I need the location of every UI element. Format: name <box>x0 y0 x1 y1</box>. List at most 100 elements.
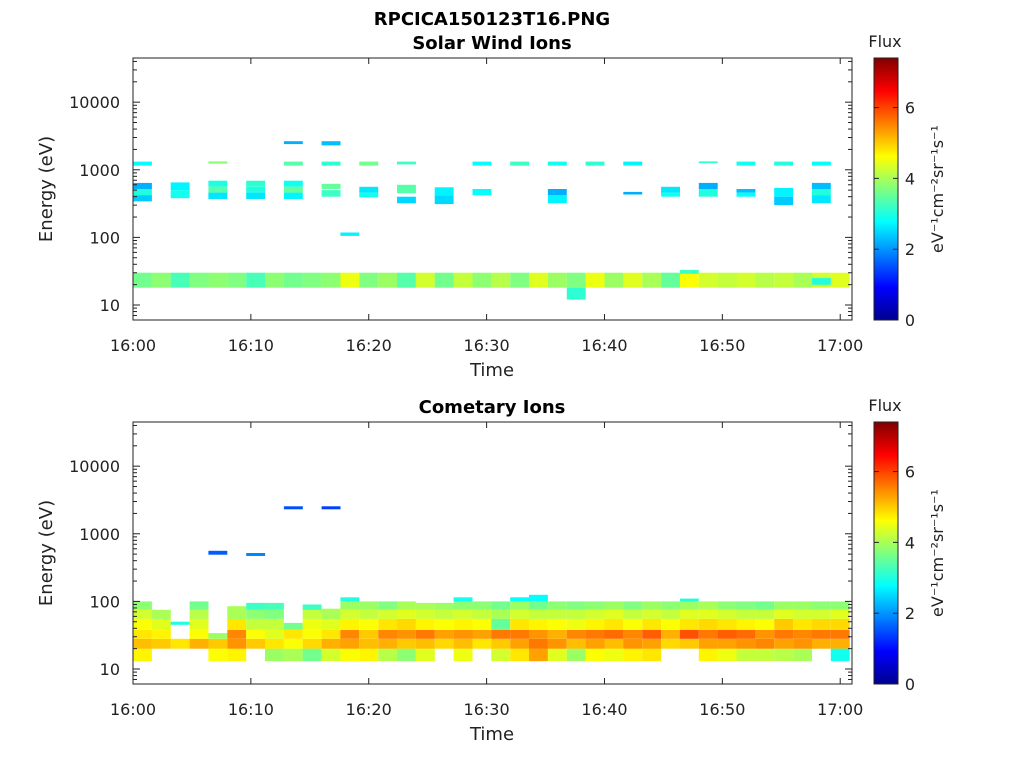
x-axis-label: Time <box>469 724 514 745</box>
heatmap-cell <box>340 232 360 236</box>
heatmap-cell <box>736 618 756 630</box>
heatmap-cell <box>661 186 680 193</box>
heatmap-cell <box>302 618 322 630</box>
heatmap-cell <box>547 189 567 196</box>
heatmap-cell <box>302 272 322 288</box>
heatmap-cell <box>340 272 360 288</box>
heatmap-cell <box>830 272 850 288</box>
colorbar-tick-label: 2 <box>905 240 915 259</box>
heatmap-cell <box>359 161 379 166</box>
heatmap-cell <box>510 648 530 662</box>
heatmap-cell <box>133 182 152 189</box>
heatmap-cell <box>265 618 284 630</box>
heatmap-cell <box>698 618 718 630</box>
heatmap-cell <box>340 609 360 619</box>
heatmap-cell <box>453 648 473 662</box>
heatmap-cell <box>585 648 605 662</box>
heatmap-cell <box>642 629 662 639</box>
heatmap-cell <box>208 272 228 288</box>
heatmap-cell <box>472 629 492 639</box>
heatmap-cell <box>434 602 454 610</box>
heatmap-cell <box>378 618 398 630</box>
heatmap-cell <box>208 186 228 193</box>
heatmap-cell <box>642 638 662 649</box>
x-tick-label: 16:30 <box>464 700 510 719</box>
heatmap-cell <box>283 622 303 630</box>
heatmap-cell <box>811 609 831 619</box>
heatmap-cell <box>736 272 756 288</box>
colorbar-label: eV⁻¹cm⁻²sr⁻¹s⁻¹ <box>928 489 947 617</box>
heatmap-cell <box>717 272 737 288</box>
heatmap-cell <box>491 618 511 630</box>
cometary-panel: Cometary Ions 16:00 16:10 16:20 16:30 16:40 1… <box>36 396 947 745</box>
heatmap-cell <box>378 601 398 610</box>
heatmap-cell <box>811 601 831 610</box>
heatmap-cell <box>434 609 454 619</box>
heatmap-cell <box>830 648 850 662</box>
heatmap-cell <box>246 192 266 199</box>
heatmap-cell <box>811 195 831 204</box>
heatmap-cell <box>585 638 605 649</box>
heatmap-cell <box>283 186 303 193</box>
heatmap-cell <box>246 609 266 619</box>
heatmap-cell <box>529 601 548 610</box>
heatmap-cell <box>679 629 699 639</box>
heatmap-cell <box>397 196 416 204</box>
heatmap-cell <box>321 638 341 649</box>
heatmap-cell <box>170 638 190 649</box>
heatmap-cell <box>698 648 718 662</box>
x-tick-label: 16:20 <box>346 336 392 355</box>
heatmap-cell <box>679 269 699 274</box>
heatmap-cell <box>623 648 643 662</box>
heatmap-cell <box>698 182 718 189</box>
heatmap-cell <box>453 629 473 639</box>
y-tick-label: 1000 <box>79 161 120 180</box>
heatmap-cell <box>623 191 643 195</box>
heatmap-cell <box>227 629 247 639</box>
heatmap-cell <box>283 141 303 145</box>
heatmap-cell <box>623 609 643 619</box>
heatmap-cell <box>133 638 152 649</box>
y-tick-label: 10000 <box>69 457 120 476</box>
heatmap-cell <box>661 601 680 610</box>
x-tick-label: 16:00 <box>110 336 156 355</box>
heatmap-cell <box>340 638 360 649</box>
heatmap-cell <box>397 601 416 610</box>
heatmap-cell <box>623 272 643 288</box>
heatmap-cell <box>566 609 586 619</box>
heatmap-cells <box>133 141 850 300</box>
heatmap-cell <box>246 180 266 187</box>
heatmap-cell <box>246 602 266 610</box>
heatmap-cell <box>510 597 530 602</box>
heatmap-cell <box>736 601 756 610</box>
heatmap-cell <box>679 272 699 288</box>
heatmap-cell <box>453 272 473 288</box>
heatmap-cell <box>793 638 812 649</box>
heatmap-cell <box>265 648 284 662</box>
figure-title: RPCICA150123T16.PNG <box>374 9 610 30</box>
heatmap-cell <box>717 638 737 649</box>
heatmap-cell <box>547 618 567 630</box>
x-tick-label: 16:10 <box>228 700 274 719</box>
heatmap-cell <box>359 609 379 619</box>
heatmap-cell <box>246 272 266 288</box>
heatmap-cell <box>642 272 662 288</box>
x-tick-label: 17:00 <box>817 336 863 355</box>
heatmap-cell <box>811 161 831 166</box>
heatmap-cell <box>246 638 266 649</box>
heatmap-cell <box>133 648 152 662</box>
heatmap-cell <box>133 609 152 619</box>
heatmap-cell <box>340 597 360 602</box>
heatmap-cell <box>698 189 718 197</box>
heatmap-cell <box>755 638 775 649</box>
heatmap-cell <box>793 648 812 662</box>
heatmap-cell <box>302 629 322 639</box>
heatmap-cell <box>397 638 416 649</box>
heatmap-cell <box>415 272 435 288</box>
heatmap-cell <box>510 629 530 639</box>
y-tick-label: 10 <box>100 660 120 679</box>
heatmap-cell <box>642 601 662 610</box>
heatmap-cell <box>151 629 171 639</box>
heatmap-cell <box>189 609 209 619</box>
heatmap-cell <box>321 183 341 189</box>
